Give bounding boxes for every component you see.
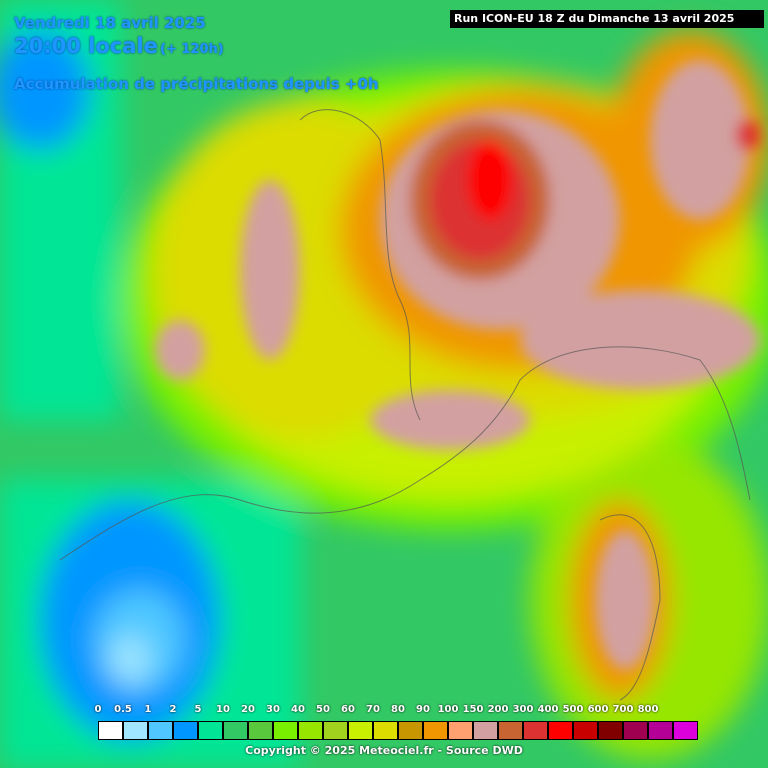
legend-swatch bbox=[373, 721, 398, 740]
legend-swatch bbox=[298, 721, 323, 740]
legend-swatch bbox=[548, 721, 573, 740]
forecast-time: 20:00 locale bbox=[14, 34, 158, 58]
legend-swatch bbox=[273, 721, 298, 740]
legend-swatch bbox=[198, 721, 223, 740]
forecast-date: Vendredi 18 avril 2025 bbox=[14, 14, 206, 32]
legend-swatch bbox=[248, 721, 273, 740]
legend-swatch bbox=[523, 721, 548, 740]
legend-label: 0 bbox=[94, 704, 102, 715]
legend-label: 50 bbox=[316, 704, 330, 715]
legend-label: 1 bbox=[144, 704, 152, 715]
legend-label: 60 bbox=[341, 704, 355, 715]
legend-label: 200 bbox=[487, 704, 509, 715]
legend-swatch bbox=[648, 721, 673, 740]
legend-label: 800 bbox=[637, 704, 659, 715]
legend-swatch bbox=[223, 721, 248, 740]
legend-label: 10 bbox=[216, 704, 230, 715]
legend-swatch bbox=[623, 721, 648, 740]
run-label: Run ICON-EU 18 Z du Dimanche 13 avril 20… bbox=[450, 10, 764, 28]
lead-time: (+ 120h) bbox=[160, 42, 224, 57]
legend-swatch bbox=[423, 721, 448, 740]
copyright: Copyright © 2025 Meteociel.fr - Source D… bbox=[245, 744, 523, 757]
legend-swatch bbox=[123, 721, 148, 740]
legend-swatch bbox=[473, 721, 498, 740]
legend-swatch bbox=[598, 721, 623, 740]
legend-swatch bbox=[498, 721, 523, 740]
legend-label: 700 bbox=[612, 704, 634, 715]
legend-swatch bbox=[673, 721, 698, 740]
legend-label: 400 bbox=[537, 704, 559, 715]
legend-label: 80 bbox=[391, 704, 405, 715]
legend-label: 100 bbox=[437, 704, 459, 715]
legend-swatch bbox=[398, 721, 423, 740]
legend-label: 70 bbox=[366, 704, 380, 715]
legend-label: 600 bbox=[587, 704, 609, 715]
legend-label: 5 bbox=[194, 704, 202, 715]
legend-swatch bbox=[573, 721, 598, 740]
legend-swatch bbox=[323, 721, 348, 740]
legend-swatch bbox=[98, 721, 123, 740]
legend-label: 30 bbox=[266, 704, 280, 715]
legend-label: 150 bbox=[462, 704, 484, 715]
legend-label: 500 bbox=[562, 704, 584, 715]
map-subtitle: Accumulation de précipitations depuis +0… bbox=[14, 75, 379, 93]
legend-label: 2 bbox=[169, 704, 177, 715]
legend-swatch bbox=[148, 721, 173, 740]
legend-swatch bbox=[448, 721, 473, 740]
legend-label: 40 bbox=[291, 704, 305, 715]
legend-swatch bbox=[173, 721, 198, 740]
legend-label: 300 bbox=[512, 704, 534, 715]
legend-label: 0.5 bbox=[114, 704, 132, 715]
legend-label: 20 bbox=[241, 704, 255, 715]
legend-swatch bbox=[348, 721, 373, 740]
legend-label: 90 bbox=[416, 704, 430, 715]
